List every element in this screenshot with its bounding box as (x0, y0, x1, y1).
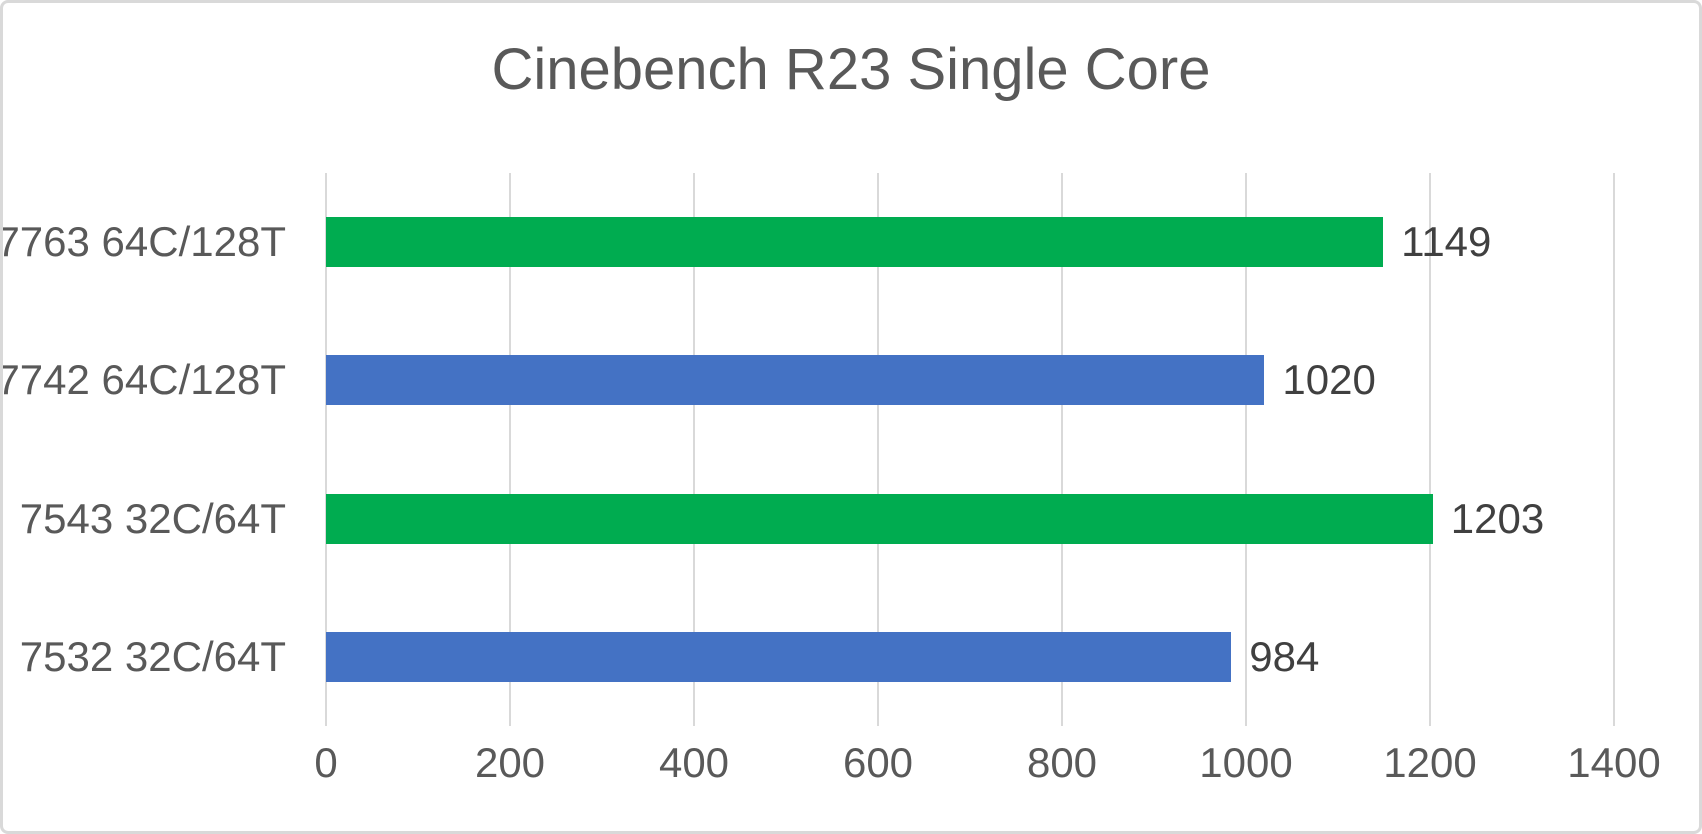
gridline (1245, 173, 1247, 726)
bar-1[interactable] (326, 217, 1384, 268)
x-tick-label: 1000 (1199, 739, 1293, 786)
value-axis: 0 200 400 600 800 1000 1200 1400 (314, 739, 1660, 799)
bar-3[interactable] (326, 493, 1433, 544)
x-tick-label: 400 (658, 739, 730, 786)
chart-title: Cinebench R23 Single Core (491, 37, 1211, 102)
category-label: 7742 64C/128T (0, 356, 286, 404)
bar-row: 1203 (326, 450, 1614, 588)
category-label: 7543 32C/64T (19, 494, 286, 542)
bar-row: 984 (326, 588, 1614, 726)
bar-row: 1149 (326, 173, 1614, 311)
gridline (1429, 173, 1431, 726)
gridline (1613, 173, 1615, 726)
x-tick-label: 1200 (1383, 739, 1477, 786)
value-label: 1203 (1450, 494, 1545, 542)
gridline (693, 173, 695, 726)
gridline (1061, 173, 1063, 726)
bar-2[interactable] (326, 355, 1265, 406)
gridline (325, 173, 327, 726)
value-label: 1149 (1401, 218, 1492, 266)
bar-row: 1020 (326, 311, 1614, 449)
x-tick-label: 800 (1026, 739, 1098, 786)
category-label: 7763 64C/128T (0, 218, 286, 266)
x-tick-label: 0 (314, 739, 338, 786)
value-label: 1020 (1282, 356, 1376, 404)
plot-area: 1149 1020 1203 984 (325, 173, 1615, 726)
value-label: 984 (1249, 632, 1320, 680)
category-label: 7532 32C/64T (19, 632, 286, 680)
gridline (877, 173, 879, 726)
category-axis: 7763 64C/128T 7742 64C/128T 7543 32C/64T 75… (3, 173, 306, 726)
x-tick-label: 200 (474, 739, 546, 786)
bar-4[interactable] (326, 631, 1232, 682)
x-tick-label: 600 (842, 739, 914, 786)
x-tick-label: 1400 (1567, 739, 1661, 786)
gridline (509, 173, 511, 726)
